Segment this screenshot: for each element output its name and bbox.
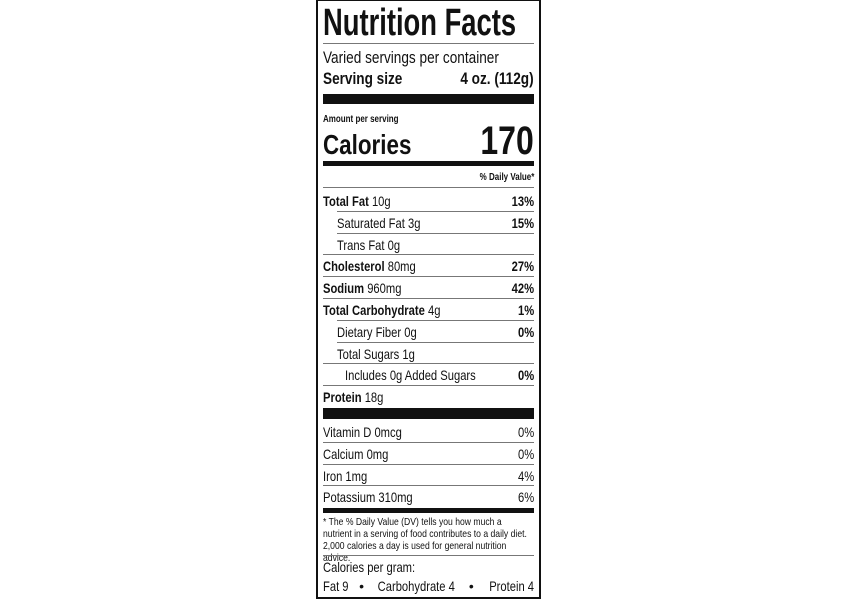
bullet: • xyxy=(468,578,474,594)
serving-size-value: 4 oz. (112g) xyxy=(460,69,534,88)
vitamin-row: Potassium 310mg 6% xyxy=(323,487,534,507)
divider xyxy=(323,485,534,487)
nutrient-amount: 10g xyxy=(371,193,391,209)
divider xyxy=(337,319,534,321)
nutrient-amount: 0g xyxy=(404,323,417,340)
nutrient-dv: 1% xyxy=(517,302,534,318)
nutrient-name: Saturated Fat xyxy=(337,214,405,231)
nutrient-row: Total Fat 10g 13% xyxy=(323,191,534,211)
fat-per-gram: Fat 9 xyxy=(323,578,349,594)
nutrient-amount: 18g xyxy=(364,389,384,406)
vitamin-dv: 0% xyxy=(517,424,534,440)
serving-size-row: Serving size 4 oz. (112g) xyxy=(323,69,534,89)
daily-value-header: % Daily Value* xyxy=(479,172,534,183)
nutrient-name: Includes 0g Added Sugars xyxy=(345,367,476,384)
vitamin-row: Vitamin D 0mcg 0% xyxy=(323,422,534,442)
divider xyxy=(337,210,534,212)
carb-per-gram: Carbohydrate 4 xyxy=(377,578,456,594)
calories-per-gram-label: Calories per gram: xyxy=(323,559,416,575)
divider xyxy=(323,463,534,465)
nutrient-dv: 0% xyxy=(517,323,534,340)
nutrient-name: Total Sugars xyxy=(337,345,400,362)
vitamin-name: Vitamin D 0mcg xyxy=(323,424,402,440)
nutrient-name: Total Carbohydrate xyxy=(323,302,425,318)
vitamin-row: Iron 1mg 4% xyxy=(323,466,534,486)
serving-size-label: Serving size xyxy=(323,69,403,88)
nutrient-name: Trans Fat xyxy=(337,236,385,253)
calories-row: Calories 170 xyxy=(323,119,534,163)
calories-value: 170 xyxy=(480,118,534,163)
calories-per-gram-row: Fat 9 • Carbohydrate 4 • Protein 4 xyxy=(323,576,534,596)
divider xyxy=(323,385,534,387)
nutrient-dv: 0% xyxy=(517,367,534,384)
label-title: Nutrition Facts xyxy=(323,2,517,44)
nutrient-name: Cholesterol xyxy=(323,258,385,275)
servings-per-container: Varied servings per container xyxy=(323,48,499,67)
divider xyxy=(323,254,534,256)
divider-thick xyxy=(323,408,534,419)
vitamin-name: Potassium 310mg xyxy=(323,489,413,506)
nutrient-dv: 27% xyxy=(511,258,534,275)
divider xyxy=(337,232,534,234)
nutrient-amount: 3g xyxy=(407,214,421,231)
nutrition-facts-label: Nutrition Facts Varied servings per cont… xyxy=(316,0,541,599)
nutrient-row: Includes 0g Added Sugars 0% xyxy=(323,365,534,385)
nutrient-row: Dietary Fiber 0g 0% xyxy=(323,322,534,342)
divider xyxy=(323,187,534,188)
divider-thick xyxy=(323,94,534,104)
nutrient-name: Protein xyxy=(323,389,362,406)
nutrient-name: Total Fat xyxy=(323,193,369,209)
vitamin-name: Calcium 0mg xyxy=(323,445,389,462)
nutrient-amount: 80mg xyxy=(387,258,416,275)
nutrient-name: Sodium xyxy=(323,280,365,297)
vitamin-dv: 6% xyxy=(517,489,534,506)
nutrient-amount: 4g xyxy=(427,302,441,318)
nutrient-row: Total Carbohydrate 4g 1% xyxy=(323,300,534,320)
divider xyxy=(323,276,534,278)
nutrient-dv: 15% xyxy=(511,214,534,231)
nutrient-row: Cholesterol 80mg 27% xyxy=(323,256,534,276)
nutrient-amount: 960mg xyxy=(367,280,402,297)
vitamin-name: Iron 1mg xyxy=(323,467,368,484)
calories-label: Calories xyxy=(323,129,412,160)
nutrient-row: Saturated Fat 3g 15% xyxy=(323,213,534,233)
footnote: * The % Daily Value (DV) tells you how m… xyxy=(323,516,527,564)
divider xyxy=(323,298,534,299)
protein-per-gram: Protein 4 xyxy=(489,578,534,594)
divider xyxy=(323,363,534,365)
nutrient-row: Total Sugars 1g xyxy=(323,344,534,364)
amount-per-serving: Amount per serving xyxy=(323,114,399,125)
divider xyxy=(323,441,534,443)
nutrient-row: Protein 18g xyxy=(323,387,534,407)
nutrient-dv: 13% xyxy=(511,193,534,209)
divider-medium xyxy=(323,161,534,166)
bullet: • xyxy=(359,578,364,594)
nutrient-row: Trans Fat 0g xyxy=(323,235,534,255)
nutrient-amount: 1g xyxy=(402,345,415,362)
divider xyxy=(337,341,534,343)
nutrient-name: Dietary Fiber xyxy=(337,323,402,340)
nutrient-row: Sodium 960mg 42% xyxy=(323,278,534,298)
divider-medium xyxy=(323,508,534,513)
divider xyxy=(323,555,534,556)
nutrient-amount: 0g xyxy=(387,236,401,253)
vitamin-row: Calcium 0mg 0% xyxy=(323,444,534,464)
vitamin-dv: 0% xyxy=(517,445,534,462)
vitamin-dv: 4% xyxy=(517,467,534,484)
divider xyxy=(323,43,534,44)
nutrient-dv: 42% xyxy=(511,280,534,297)
